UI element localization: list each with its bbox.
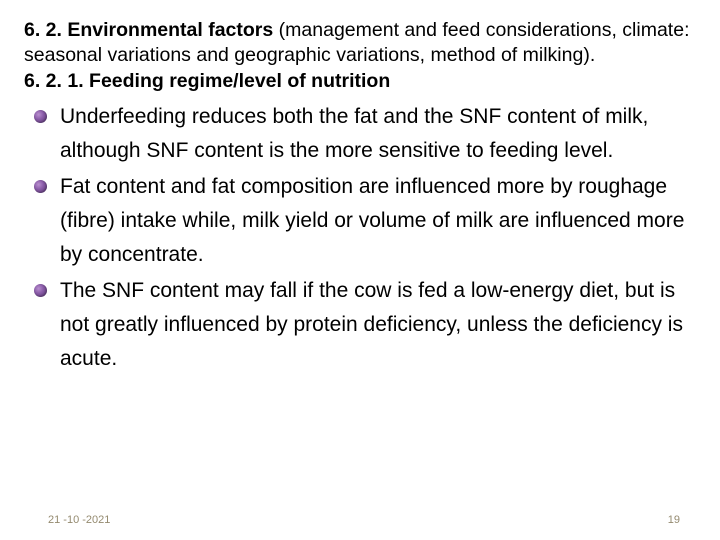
footer-page-number: 19	[668, 514, 680, 526]
slide-footer: 21 -10 -2021 19	[0, 514, 720, 526]
section-heading: 6. 2. Environmental factors (management …	[24, 18, 696, 94]
bullet-list: Underfeeding reduces both the fat and th…	[24, 100, 696, 376]
list-item: The SNF content may fall if the cow is f…	[28, 274, 696, 376]
heading-number-title: 6. 2. Environmental factors	[24, 19, 279, 41]
list-item: Fat content and fat composition are infl…	[28, 170, 696, 272]
footer-date: 21 -10 -2021	[48, 514, 110, 526]
subheading: 6. 2. 1. Feeding regime/level of nutriti…	[24, 70, 390, 92]
list-item: Underfeeding reduces both the fat and th…	[28, 100, 696, 168]
